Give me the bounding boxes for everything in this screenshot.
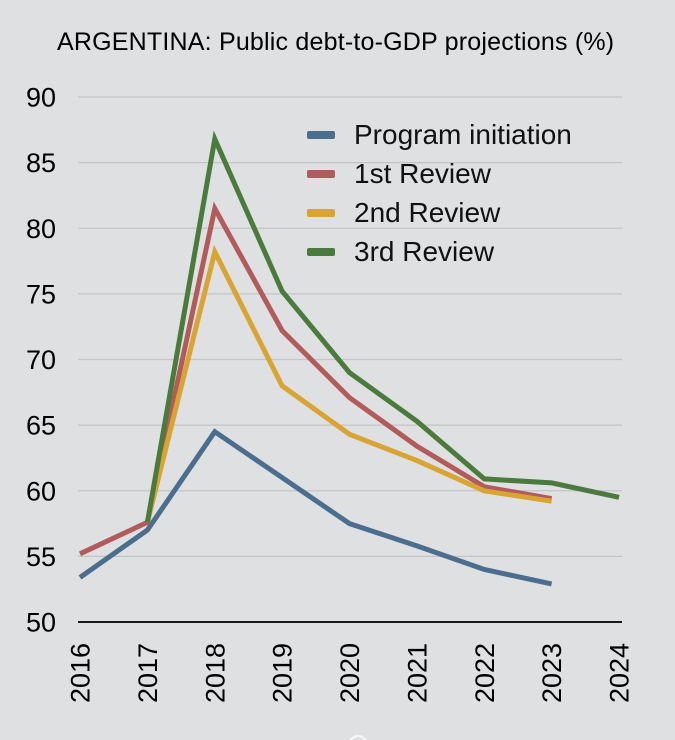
y-tick-label: 80: [26, 214, 56, 244]
y-tick-label: 50: [26, 608, 56, 638]
legend-label-3rd-review: 3rd Review: [354, 235, 495, 267]
legend-swatch-3rd-review-icon: [307, 247, 335, 256]
x-tick-label: 2022: [470, 643, 500, 703]
chart-title: ARGENTINA: Public debt-to-GDP projection…: [57, 28, 615, 56]
x-tick-label: 2016: [66, 643, 96, 703]
legend-swatch-2nd-review-icon: [307, 208, 335, 217]
x-tick-label: 2020: [335, 643, 365, 703]
legend-item-2nd-review: 2nd Review: [307, 193, 572, 232]
y-tick-label: 55: [26, 542, 56, 572]
legend-label-2nd-review: 2nd Review: [354, 196, 501, 228]
legend-item-3rd-review: 3rd Review: [307, 232, 572, 271]
legend-swatch-program-initiation-icon: [307, 130, 335, 139]
legend-label-program-initiation: Program initiation: [354, 118, 572, 150]
legend-label-1st-review: 1st Review: [354, 157, 491, 189]
y-tick-label: 85: [26, 148, 56, 178]
x-tick-label: 2024: [605, 643, 635, 703]
y-tick-label: 90: [26, 83, 56, 113]
series-line-3rd-review: [144, 130, 620, 523]
x-tick-label: 2019: [268, 643, 298, 703]
watermark-circle-icon: [349, 734, 367, 740]
legend: Program initiation 1st Review 2nd Review…: [307, 115, 572, 271]
y-tick-label: 70: [26, 345, 56, 375]
legend-swatch-1st-review-icon: [307, 169, 335, 178]
series-line-2nd-review: [144, 244, 552, 523]
y-tick-label: 60: [26, 476, 56, 506]
legend-item-1st-review: 1st Review: [307, 154, 572, 193]
x-tick-label: 2021: [402, 643, 432, 703]
y-tick-label: 65: [26, 411, 56, 441]
y-tick-label: 75: [26, 279, 56, 309]
series-line-program-initiation: [78, 428, 553, 587]
x-tick-label: 2018: [200, 643, 230, 703]
x-tick-label: 2017: [133, 643, 163, 703]
legend-item-program-initiation: Program initiation: [307, 115, 572, 154]
x-tick-label: 2023: [537, 643, 567, 703]
